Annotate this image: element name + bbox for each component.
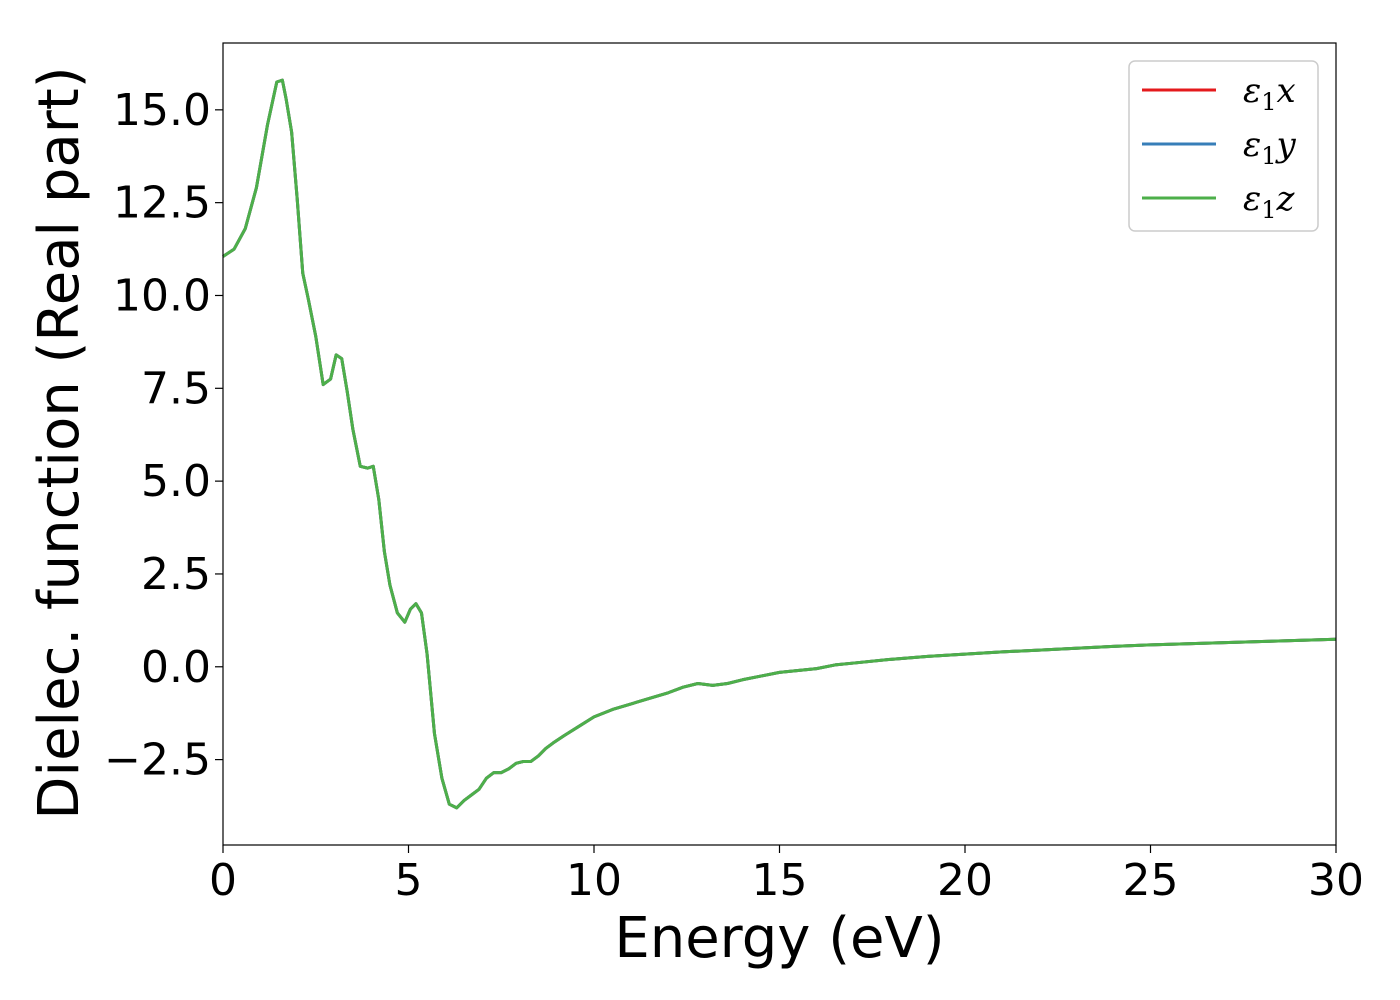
y-tick-label: 15.0 — [113, 85, 211, 136]
x-tick-label: 25 — [1123, 855, 1179, 906]
legend-label: ε1y — [1243, 125, 1297, 170]
legend: ε1x ε1y ε1z — [1128, 60, 1319, 232]
y-tick-label: 12.5 — [113, 178, 211, 229]
y-tick-label: 0.0 — [141, 642, 211, 693]
x-axis: 0 5 10 15 20 25 30 — [209, 845, 1364, 906]
y-tick-label: 10.0 — [113, 270, 211, 321]
series-layer — [222, 78, 1337, 810]
legend-label: ε1x — [1243, 71, 1296, 116]
legend-box — [1128, 60, 1319, 232]
series-line-3 — [222, 78, 1337, 810]
x-axis-title: Energy (eV) — [614, 906, 944, 971]
legend-label: ε1z — [1243, 179, 1296, 224]
x-tick-label: 15 — [752, 855, 808, 906]
y-tick-label: −2.5 — [104, 735, 211, 786]
x-tick-label: 10 — [566, 855, 622, 906]
x-tick-label: 30 — [1308, 855, 1364, 906]
y-tick-label: 7.5 — [141, 363, 211, 414]
y-axis-title: Dielec. function (Real part) — [27, 66, 92, 819]
x-tick-label: 5 — [395, 855, 423, 906]
y-tick-label: 5.0 — [141, 456, 211, 507]
y-tick-label: 2.5 — [141, 549, 211, 600]
x-tick-label: 0 — [209, 855, 237, 906]
x-tick-label: 20 — [937, 855, 993, 906]
y-axis: −2.5 0.0 2.5 5.0 7.5 10.0 12.5 15.0 — [104, 85, 223, 786]
